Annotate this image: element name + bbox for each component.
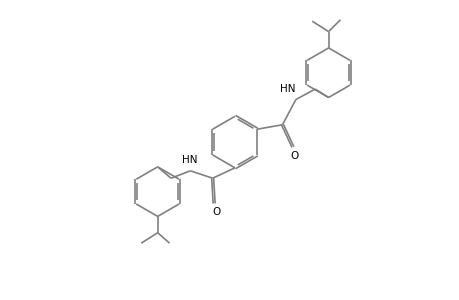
Text: O: O	[290, 151, 298, 161]
Text: HN: HN	[280, 83, 295, 94]
Text: O: O	[212, 208, 220, 218]
Text: HN: HN	[181, 155, 197, 165]
